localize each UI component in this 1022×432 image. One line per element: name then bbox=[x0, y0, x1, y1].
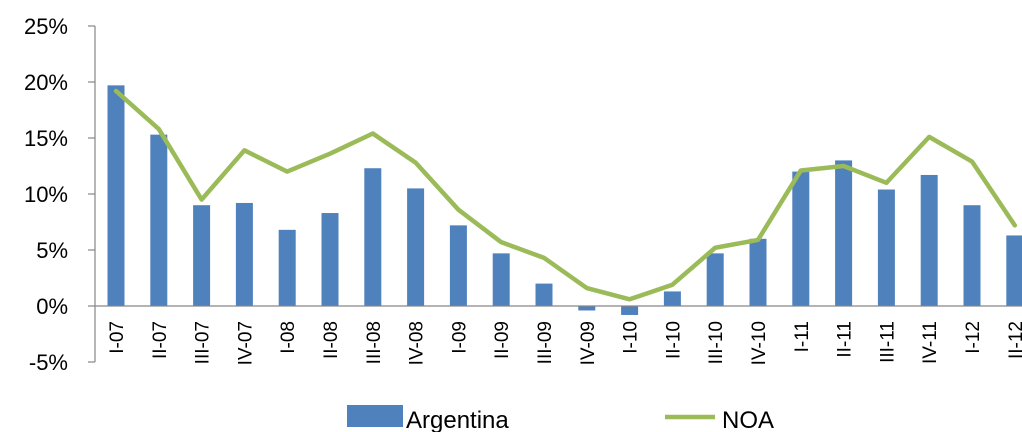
point-noa bbox=[328, 152, 332, 156]
legend-label-argentina: Argentina bbox=[406, 407, 509, 432]
bar-argentina bbox=[321, 213, 339, 306]
legend-label-noa: NOA bbox=[722, 407, 774, 432]
point-noa bbox=[200, 198, 204, 202]
bar-argentina bbox=[1006, 235, 1022, 306]
x-axis: I-07 II-07 III-07 IV-07 I-08 II-08 III-08 IV-08… bbox=[95, 305, 1022, 365]
bar-argentina bbox=[407, 188, 425, 306]
point-noa bbox=[884, 181, 888, 185]
x-tick-label: III-11 bbox=[877, 321, 898, 363]
x-tick-label: II-08 bbox=[321, 321, 342, 359]
bar-argentina bbox=[663, 291, 681, 306]
point-noa bbox=[371, 132, 375, 136]
x-tick-label: I-08 bbox=[278, 321, 299, 354]
bar-argentina bbox=[749, 238, 767, 306]
point-noa bbox=[499, 240, 503, 244]
x-tick-label: II-10 bbox=[663, 321, 684, 359]
point-noa bbox=[799, 168, 803, 172]
bar-argentina bbox=[492, 253, 510, 306]
point-noa bbox=[756, 238, 760, 242]
x-tick-label: I-07 bbox=[107, 321, 128, 354]
x-tick-label: III-08 bbox=[364, 321, 385, 364]
x-tick-label: II-11 bbox=[835, 321, 856, 358]
line-noa bbox=[113, 88, 1018, 302]
bar-argentina bbox=[449, 225, 467, 306]
point-noa bbox=[927, 135, 931, 139]
point-noa bbox=[456, 208, 460, 212]
bar-argentina bbox=[535, 283, 553, 306]
point-noa bbox=[285, 170, 289, 174]
x-tick-label: IV-08 bbox=[407, 321, 428, 365]
x-tick-label: I-12 bbox=[963, 321, 984, 354]
y-tick-label: 15% bbox=[24, 126, 68, 151]
point-noa bbox=[414, 161, 418, 165]
y-tick-label: 20% bbox=[24, 70, 68, 95]
x-tick-label: IV-10 bbox=[749, 321, 770, 365]
point-noa bbox=[542, 256, 546, 260]
bar-argentina bbox=[150, 134, 168, 306]
point-noa bbox=[628, 297, 632, 301]
point-noa bbox=[713, 246, 717, 250]
x-tick-label: II-09 bbox=[492, 321, 513, 359]
x-tick-label: IV-09 bbox=[578, 321, 599, 365]
point-noa bbox=[842, 164, 846, 168]
point-noa bbox=[242, 148, 246, 152]
x-tick-label: I-09 bbox=[449, 321, 470, 354]
bar-argentina bbox=[792, 171, 810, 306]
bar-argentina bbox=[578, 306, 596, 311]
bar-argentina bbox=[963, 205, 981, 306]
y-tick-label: 25% bbox=[24, 14, 68, 39]
x-tick-label: II-07 bbox=[150, 321, 171, 359]
point-noa bbox=[114, 89, 118, 93]
bar-argentina bbox=[706, 253, 724, 306]
x-tick-label: III-07 bbox=[193, 321, 214, 364]
legend: Argentina NOA bbox=[347, 405, 774, 432]
point-noa bbox=[585, 286, 589, 290]
bar-argentina bbox=[107, 85, 125, 306]
bar-argentina bbox=[364, 168, 382, 306]
argentina-bars bbox=[107, 85, 1022, 315]
noa-line-series bbox=[113, 88, 1018, 302]
x-tick-label: IV-07 bbox=[235, 321, 256, 365]
x-tick-label: III-09 bbox=[535, 321, 556, 364]
x-tick-label: II-12 bbox=[1006, 321, 1022, 359]
bar-argentina bbox=[193, 205, 211, 306]
point-noa bbox=[157, 127, 161, 131]
bar-argentina bbox=[920, 174, 938, 306]
y-tick-label: 10% bbox=[24, 182, 68, 207]
point-noa bbox=[1013, 223, 1017, 227]
legend-swatch-argentina bbox=[347, 405, 403, 427]
point-noa bbox=[670, 283, 674, 287]
x-tick-label: I-10 bbox=[621, 321, 642, 354]
point-noa bbox=[970, 160, 974, 164]
y-tick-label: 5% bbox=[36, 238, 68, 263]
bar-argentina bbox=[235, 202, 253, 306]
bar-argentina bbox=[621, 306, 639, 315]
bar-argentina bbox=[877, 189, 895, 306]
x-tick-label: I-11 bbox=[792, 321, 813, 352]
y-tick-label: 0% bbox=[36, 294, 68, 319]
bar-argentina bbox=[835, 160, 853, 306]
x-tick-label: IV-11 bbox=[920, 321, 941, 364]
y-tick-label: -5% bbox=[29, 350, 68, 375]
x-tick-label: III-10 bbox=[706, 321, 727, 364]
bar-argentina bbox=[278, 229, 296, 306]
y-axis: -5% 0% 5% 10% 15% 20% 25% bbox=[24, 14, 96, 375]
